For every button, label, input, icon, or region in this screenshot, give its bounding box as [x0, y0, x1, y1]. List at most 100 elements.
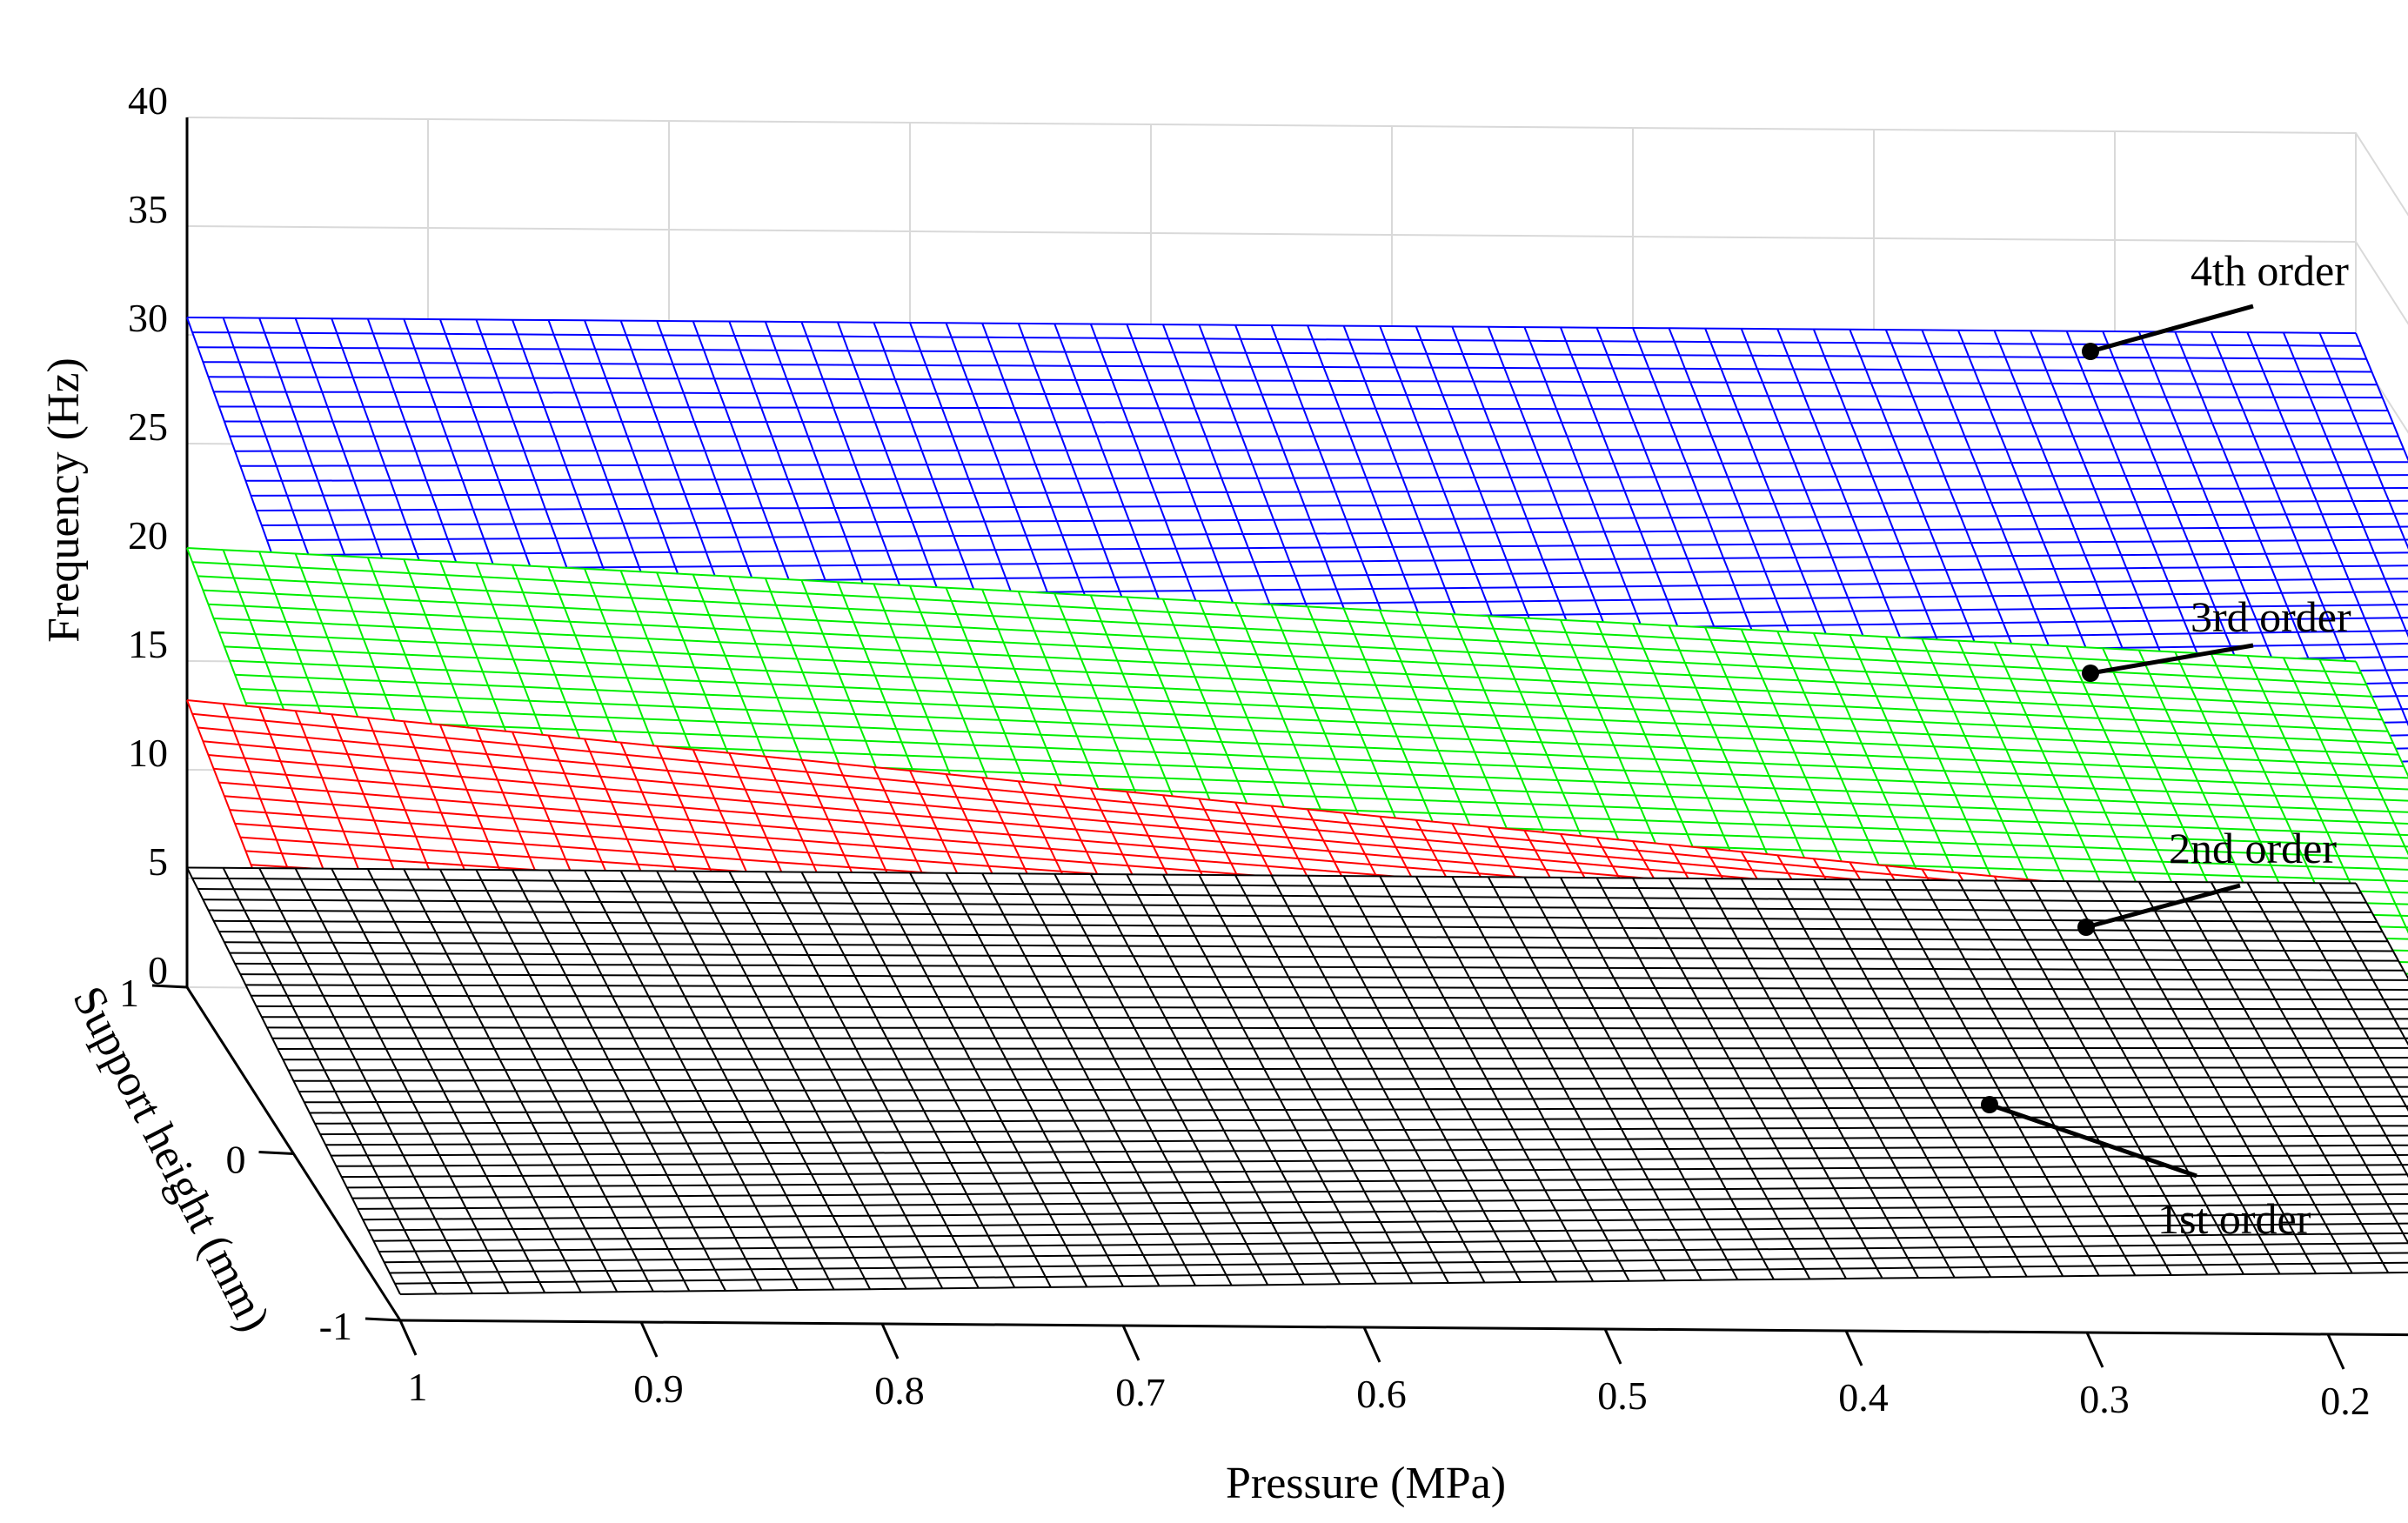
series-label-1st-order: 1st order: [2157, 1194, 2311, 1243]
x-tick-mark: [880, 1323, 900, 1359]
x-tick-mark: [398, 1319, 418, 1356]
mesh-line: [1812, 878, 2028, 1278]
mesh-line: [258, 867, 473, 1294]
mesh-line: [186, 867, 401, 1295]
y-tick-mark: [151, 984, 188, 989]
mesh-line: [547, 870, 763, 1291]
x-tick-label: 0.5: [1597, 1373, 1648, 1418]
mesh-line: [2318, 658, 2408, 856]
x-tick-label: 0.4: [1838, 1375, 1889, 1419]
mesh-line: [1560, 877, 1775, 1280]
mesh-line: [2318, 882, 2408, 1046]
mesh-line: [2102, 880, 2318, 1274]
z-tick-label: 15: [128, 622, 168, 666]
mesh-line: [2065, 880, 2281, 1275]
mesh-line: [728, 871, 944, 1289]
mesh-line: [1451, 876, 1667, 1281]
z-tick-label: 0: [148, 948, 168, 992]
z-tick-label: 30: [128, 296, 168, 340]
leader-line-3rd-order: [2090, 643, 2254, 676]
leader-dot-4th-order: [2082, 343, 2099, 360]
mesh-line: [764, 871, 980, 1289]
mesh-line: [945, 872, 1161, 1286]
y-tick-label: -1: [319, 1304, 352, 1348]
z-tick-label: 40: [128, 78, 168, 123]
mesh-line: [2355, 883, 2408, 980]
y-tick-mark: [365, 1317, 401, 1322]
mesh-line: [2246, 331, 2408, 727]
x-tick-mark: [1844, 1330, 1863, 1366]
mesh-line: [294, 867, 510, 1294]
z-tick-label: 35: [128, 187, 168, 231]
mesh-line: [2282, 657, 2408, 934]
mesh-line: [1884, 879, 2100, 1277]
mesh-line: [981, 872, 1196, 1286]
mesh-line: [1089, 873, 1305, 1286]
x-tick-mark: [1121, 1325, 1140, 1361]
mesh-line: [2355, 661, 2408, 778]
surfaces: [186, 317, 2408, 1295]
mesh-line: [2318, 332, 2408, 550]
mesh-line: [331, 868, 546, 1293]
mesh-line: [366, 868, 582, 1293]
mesh-line: [1740, 878, 1956, 1279]
mesh-line: [278, 1046, 2408, 1050]
mesh-line: [1270, 875, 1486, 1283]
mesh-line: [1379, 875, 1595, 1282]
mesh-line: [584, 870, 799, 1291]
mesh-line: [222, 867, 438, 1294]
mesh-line: [1162, 874, 1377, 1285]
z-axis-label: Frequency (Hz): [39, 357, 89, 643]
mesh-line: [1307, 875, 1522, 1283]
surface-1st-order: [186, 866, 2408, 1295]
mesh-line: [837, 872, 1052, 1288]
leader-dot-3rd-order: [2082, 665, 2099, 682]
mesh-line: [1957, 879, 2172, 1276]
x-axis-label: Pressure (MPa): [1226, 1459, 1506, 1508]
mesh-line: [1668, 878, 1883, 1279]
x-tick-mark: [639, 1321, 659, 1358]
mesh-line: [1632, 878, 1847, 1279]
annotation-4th-order: 4th order: [2082, 246, 2349, 360]
mesh-line: [1198, 874, 1414, 1284]
mesh-line: [619, 870, 835, 1291]
x-tick-mark: [1362, 1326, 1381, 1363]
mesh-line: [1776, 878, 1992, 1278]
y-tick-label: 0: [226, 1138, 246, 1182]
mesh-line: [403, 868, 619, 1293]
z-tick-label: 20: [128, 513, 168, 558]
series-label-2nd-order: 2nd order: [2169, 824, 2337, 872]
annotation-1st-order: 1st order: [1981, 1096, 2311, 1243]
mesh-line: [2283, 882, 2408, 1112]
mesh-line: [1342, 875, 1558, 1283]
series-label-3rd-order: 3rd order: [2191, 592, 2351, 641]
z-tick-label: 25: [128, 404, 168, 449]
x-axis-line: [399, 1319, 2408, 1337]
mesh-line: [2355, 332, 2408, 462]
mesh-line: [692, 871, 907, 1290]
x-tick-label: 0.9: [633, 1366, 684, 1411]
y-tick-label: 1: [119, 971, 139, 1015]
mesh-line: [439, 869, 654, 1293]
z-tick-label: 5: [148, 839, 168, 884]
mesh-line: [1017, 872, 1233, 1286]
leader-line-2nd-order: [2085, 883, 2241, 930]
x-tick-label: 0.3: [2079, 1377, 2130, 1421]
mesh-line: [800, 872, 1016, 1288]
mesh-line: [2030, 880, 2244, 1275]
mesh-line: [2282, 332, 2408, 638]
mesh-line: [2246, 882, 2408, 1179]
mesh-line: [2210, 881, 2408, 1245]
mesh-line: [2174, 881, 2390, 1273]
mesh-line: [1234, 874, 1449, 1284]
x-tick-mark: [2326, 1333, 2345, 1370]
mesh-line: [1921, 879, 2137, 1276]
leader-line-4th-order: [2090, 304, 2254, 354]
y-axis-label: Support height (mm): [63, 979, 279, 1339]
mesh-line: [1595, 877, 1811, 1279]
x-tick-label: 0.8: [874, 1368, 925, 1413]
x-tick-mark: [2085, 1332, 2104, 1368]
mesh-line: [512, 869, 726, 1292]
